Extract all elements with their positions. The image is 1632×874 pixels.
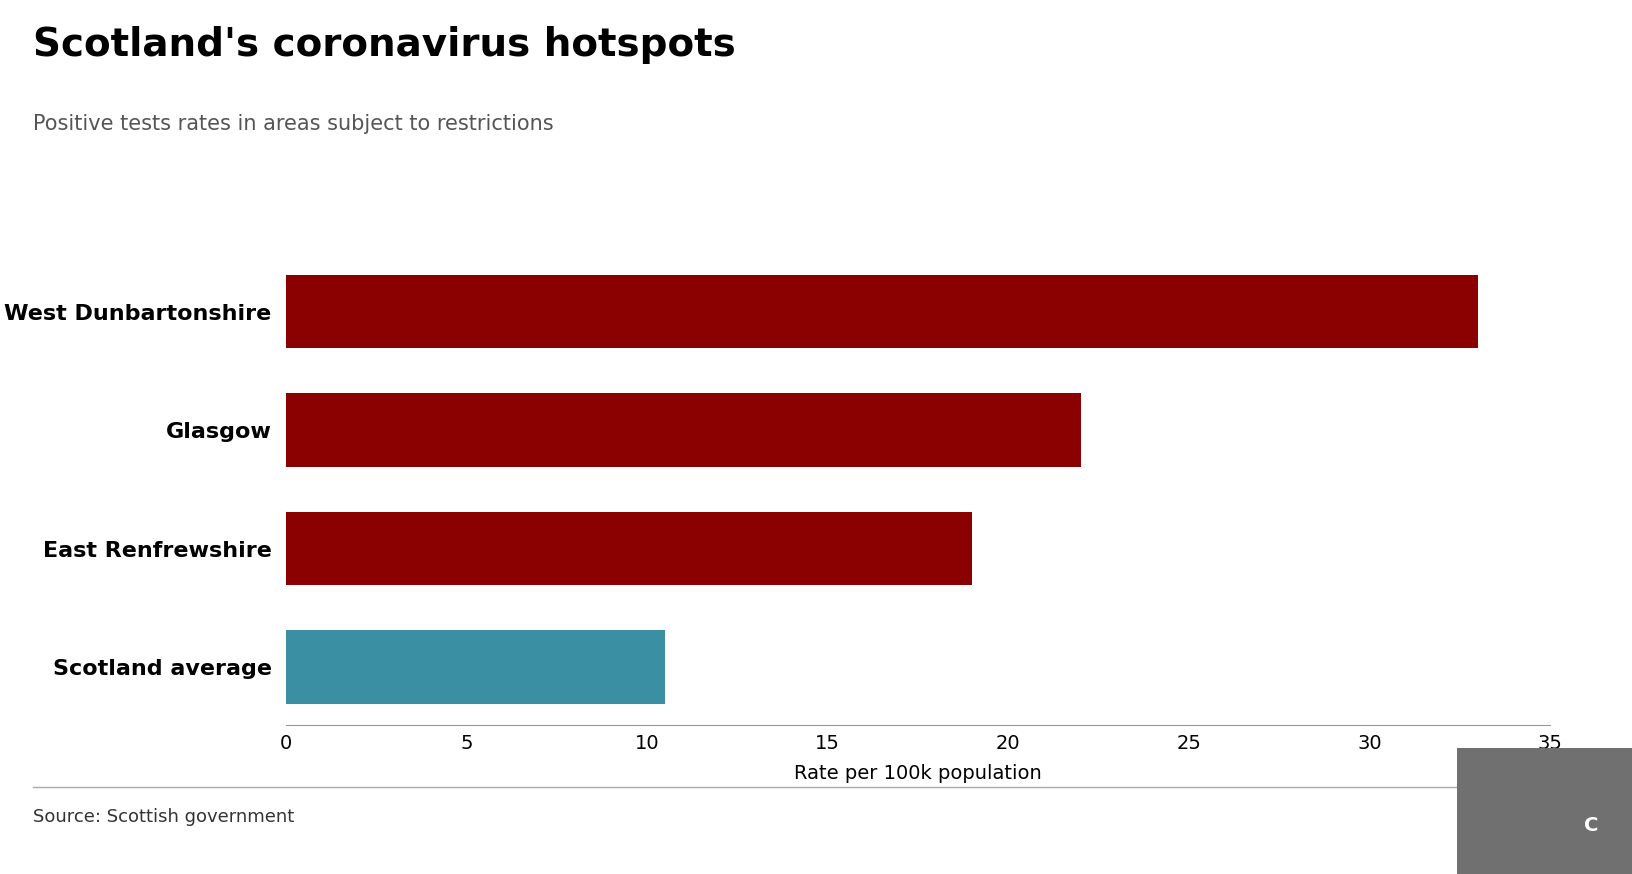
Text: B: B (1524, 816, 1541, 836)
Text: Scotland's coronavirus hotspots: Scotland's coronavirus hotspots (33, 26, 736, 64)
Bar (286, 512, 973, 586)
Text: Source: Scottish government: Source: Scottish government (33, 808, 294, 826)
Text: Positive tests rates in areas subject to restrictions: Positive tests rates in areas subject to… (33, 114, 553, 134)
X-axis label: Rate per 100k population: Rate per 100k population (795, 764, 1041, 783)
Text: B: B (1554, 816, 1570, 836)
Bar (286, 630, 666, 704)
Text: C: C (1585, 816, 1598, 836)
Bar (286, 275, 1479, 349)
Bar (286, 393, 1080, 467)
